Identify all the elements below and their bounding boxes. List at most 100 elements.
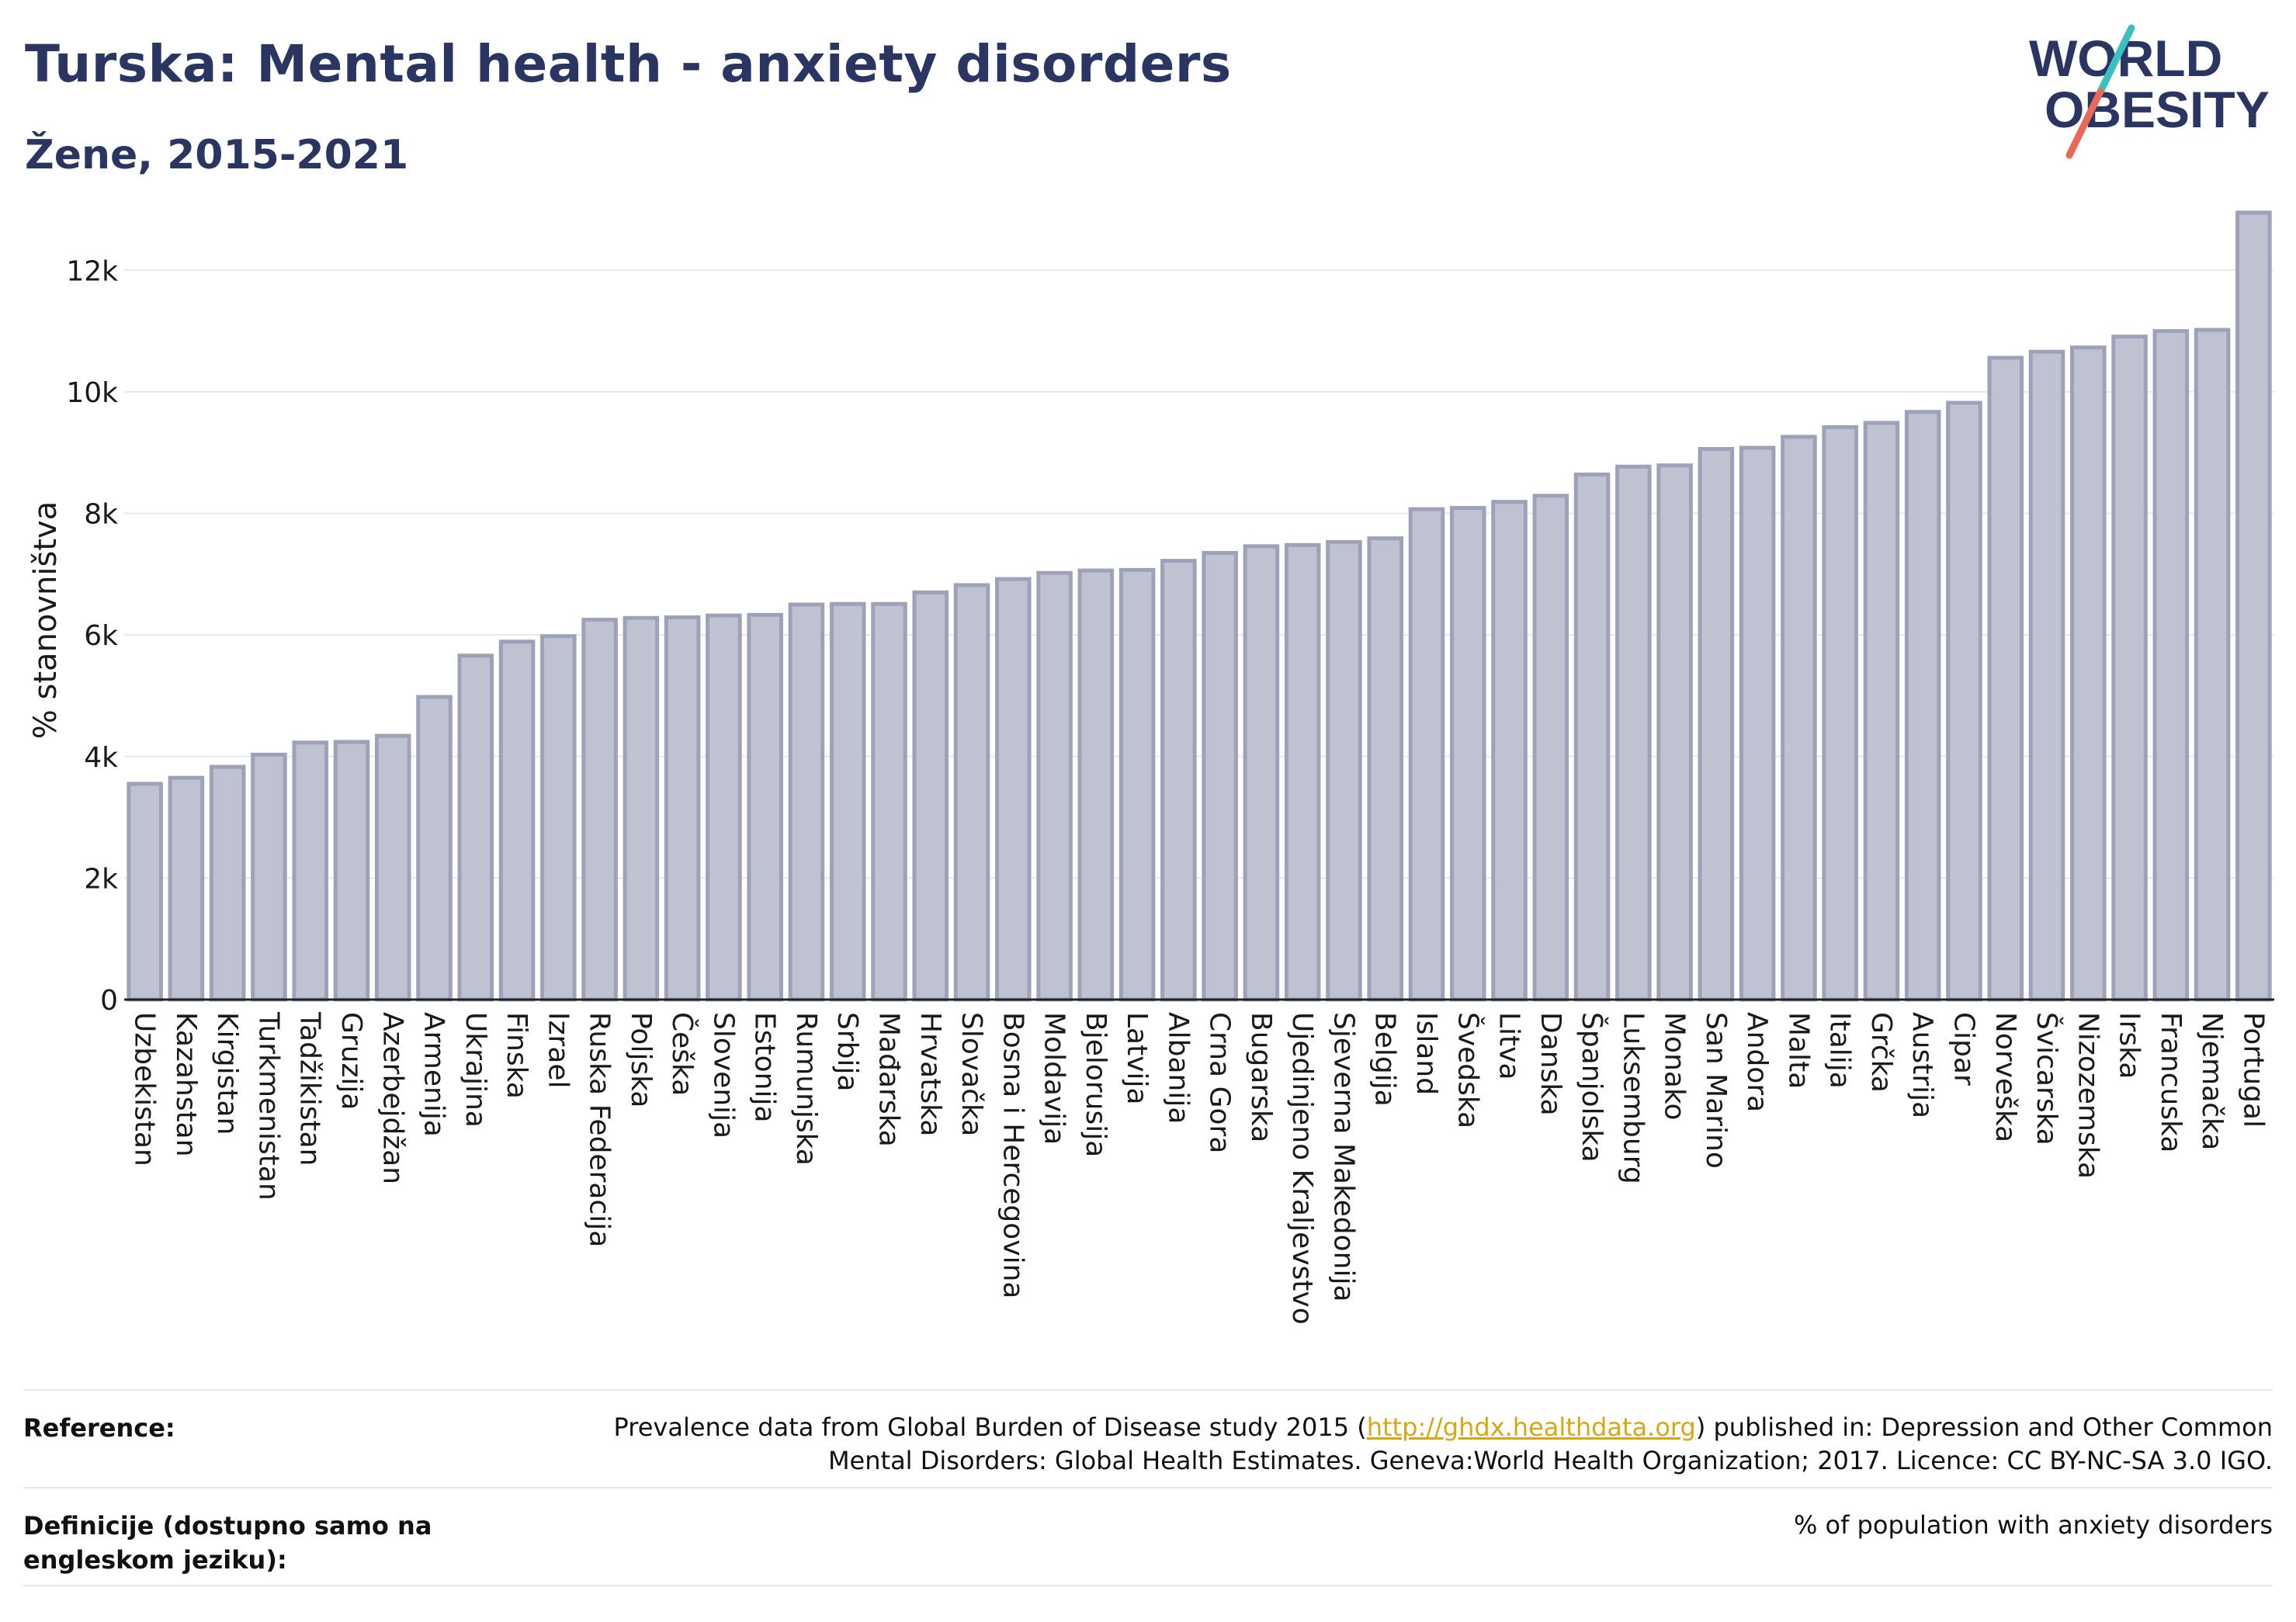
x-tick-label: Češka [666, 1012, 699, 1096]
definition-label: Definicije (dostupno samo na engleskom j… [23, 1511, 432, 1575]
bar[interactable] [871, 601, 907, 1002]
bar[interactable] [2111, 334, 2148, 1002]
bar[interactable] [498, 639, 536, 1002]
bar[interactable] [1656, 463, 1693, 1002]
bars [127, 210, 2272, 1002]
logo-slash-red [2065, 88, 2104, 159]
footer: Reference: Prevalence data from Global B… [23, 1389, 2273, 1586]
bar[interactable] [2028, 349, 2065, 1002]
bar[interactable] [1243, 544, 1280, 1002]
bar[interactable] [1698, 447, 1735, 1002]
bar[interactable] [788, 602, 825, 1002]
bar[interactable] [1946, 400, 1982, 1002]
x-tick-label: Portugal [2237, 1012, 2269, 1128]
x-tick-label: San Marino [1700, 1012, 1732, 1169]
bar[interactable] [1863, 421, 1900, 1002]
bar[interactable] [251, 752, 287, 1002]
bar[interactable] [1326, 539, 1362, 1002]
bar[interactable] [995, 577, 1032, 1002]
bar[interactable] [2235, 210, 2272, 1002]
bar[interactable] [333, 740, 370, 1002]
bar[interactable] [1160, 559, 1197, 1002]
bar[interactable] [1284, 542, 1321, 1002]
reference-text-post: ) published in: Depression and Other Com… [1695, 1412, 2273, 1442]
bar[interactable] [623, 615, 660, 1002]
y-tick-label: 8k [84, 499, 118, 531]
x-tick-label: Bosna i Hercegovina [997, 1012, 1028, 1298]
y-tick-label: 12k [66, 255, 118, 287]
y-tick-labels: 0 2k 4k 6k 8k 10k 12k [66, 255, 118, 1017]
bar[interactable] [1202, 550, 1238, 1002]
bar[interactable] [664, 615, 701, 1002]
logo-graphic: WORLD OBESITY [2029, 24, 2270, 159]
bar[interactable] [168, 775, 205, 1002]
bar[interactable] [2070, 345, 2107, 1002]
x-tick-label: Azerbejdžan [376, 1012, 408, 1184]
bar[interactable] [581, 618, 618, 1002]
definition-text: % of population with anxiety disorders [1793, 1510, 2273, 1540]
bar[interactable] [747, 612, 783, 1002]
bar[interactable] [2152, 329, 2190, 1002]
x-tick-label: Ruska Federacija [584, 1012, 616, 1247]
x-tick-label: Estonija [749, 1012, 781, 1123]
x-tick-label: Litva [1493, 1012, 1525, 1080]
x-tick-label: Norveška [1989, 1012, 2021, 1142]
bar[interactable] [1739, 445, 1776, 1002]
bar[interactable] [1077, 568, 1115, 1002]
bar[interactable] [1904, 410, 1941, 1002]
x-tick-label: Island [1410, 1012, 1442, 1095]
reference-text-pre: Prevalence data from Global Burden of Di… [613, 1412, 1367, 1442]
bar[interactable] [953, 583, 990, 1002]
y-tick-label: 4k [84, 742, 118, 774]
x-tick-label: Poljska [625, 1012, 657, 1108]
chart-subtitle: Žene, 2015-2021 [25, 132, 409, 178]
bar[interactable] [1119, 567, 1156, 1002]
bar[interactable] [1781, 435, 1817, 1002]
bar[interactable] [1367, 536, 1403, 1002]
reference-label: Reference: [23, 1413, 175, 1443]
x-tick-label: Cipar [1947, 1012, 1979, 1086]
x-tick-label: Andora [1741, 1012, 1773, 1112]
x-tick-label: Belgija [1369, 1012, 1401, 1107]
x-tick-label: Luksemburg [1617, 1012, 1649, 1184]
x-tick-label: Grčka [1865, 1012, 1897, 1093]
x-tick-label: Crna Gora [1204, 1012, 1236, 1153]
reference-link[interactable]: http://ghdx.healthdata.org [1366, 1412, 1696, 1442]
x-tick-label: Bugarska [1245, 1012, 1277, 1142]
x-tick-label: Hrvatska [914, 1012, 946, 1136]
x-tick-label: Ukrajina [460, 1012, 491, 1128]
bar[interactable] [1408, 507, 1445, 1002]
bar[interactable] [706, 613, 742, 1002]
bar[interactable] [1822, 425, 1858, 1002]
bar[interactable] [457, 653, 494, 1002]
x-tick-label: Bjelorusija [1080, 1012, 1112, 1157]
y-tick-label: 0 [100, 985, 118, 1017]
bar[interactable] [209, 764, 246, 1002]
x-tick-label: Srbija [831, 1012, 863, 1092]
x-tick-label: Španjolska [1576, 1012, 1608, 1163]
x-tick-label: Albanija [1162, 1012, 1194, 1124]
x-tick-label: Mađarska [872, 1012, 904, 1147]
bar[interactable] [912, 590, 949, 1002]
bar[interactable] [1036, 570, 1073, 1002]
x-tick-label: Italija [1824, 1012, 1856, 1089]
x-tick-labels: Uzbekistan Kazahstan Kirgistan Turkmenistan… [129, 1011, 2270, 1325]
x-tick-label: Slovenija [707, 1012, 739, 1139]
bar[interactable] [829, 601, 866, 1002]
bar[interactable] [1615, 464, 1652, 1002]
bar[interactable] [416, 695, 453, 1002]
bar[interactable] [127, 782, 163, 1002]
x-tick-label: Turkmenistan [252, 1011, 284, 1201]
logo-slash-teal [2097, 24, 2135, 95]
bar[interactable] [374, 733, 411, 1002]
bar[interactable] [1491, 500, 1528, 1002]
x-tick-label: Armenija [418, 1012, 450, 1137]
bar[interactable] [1449, 505, 1486, 1002]
bar[interactable] [1987, 355, 2024, 1002]
bar[interactable] [1573, 472, 1611, 1002]
bar[interactable] [2194, 328, 2231, 1002]
bar[interactable] [540, 634, 577, 1002]
bar[interactable] [292, 740, 328, 1002]
x-tick-label: Ujedinjeno Kraljevstvo [1286, 1012, 1318, 1325]
bar[interactable] [1532, 494, 1569, 1002]
